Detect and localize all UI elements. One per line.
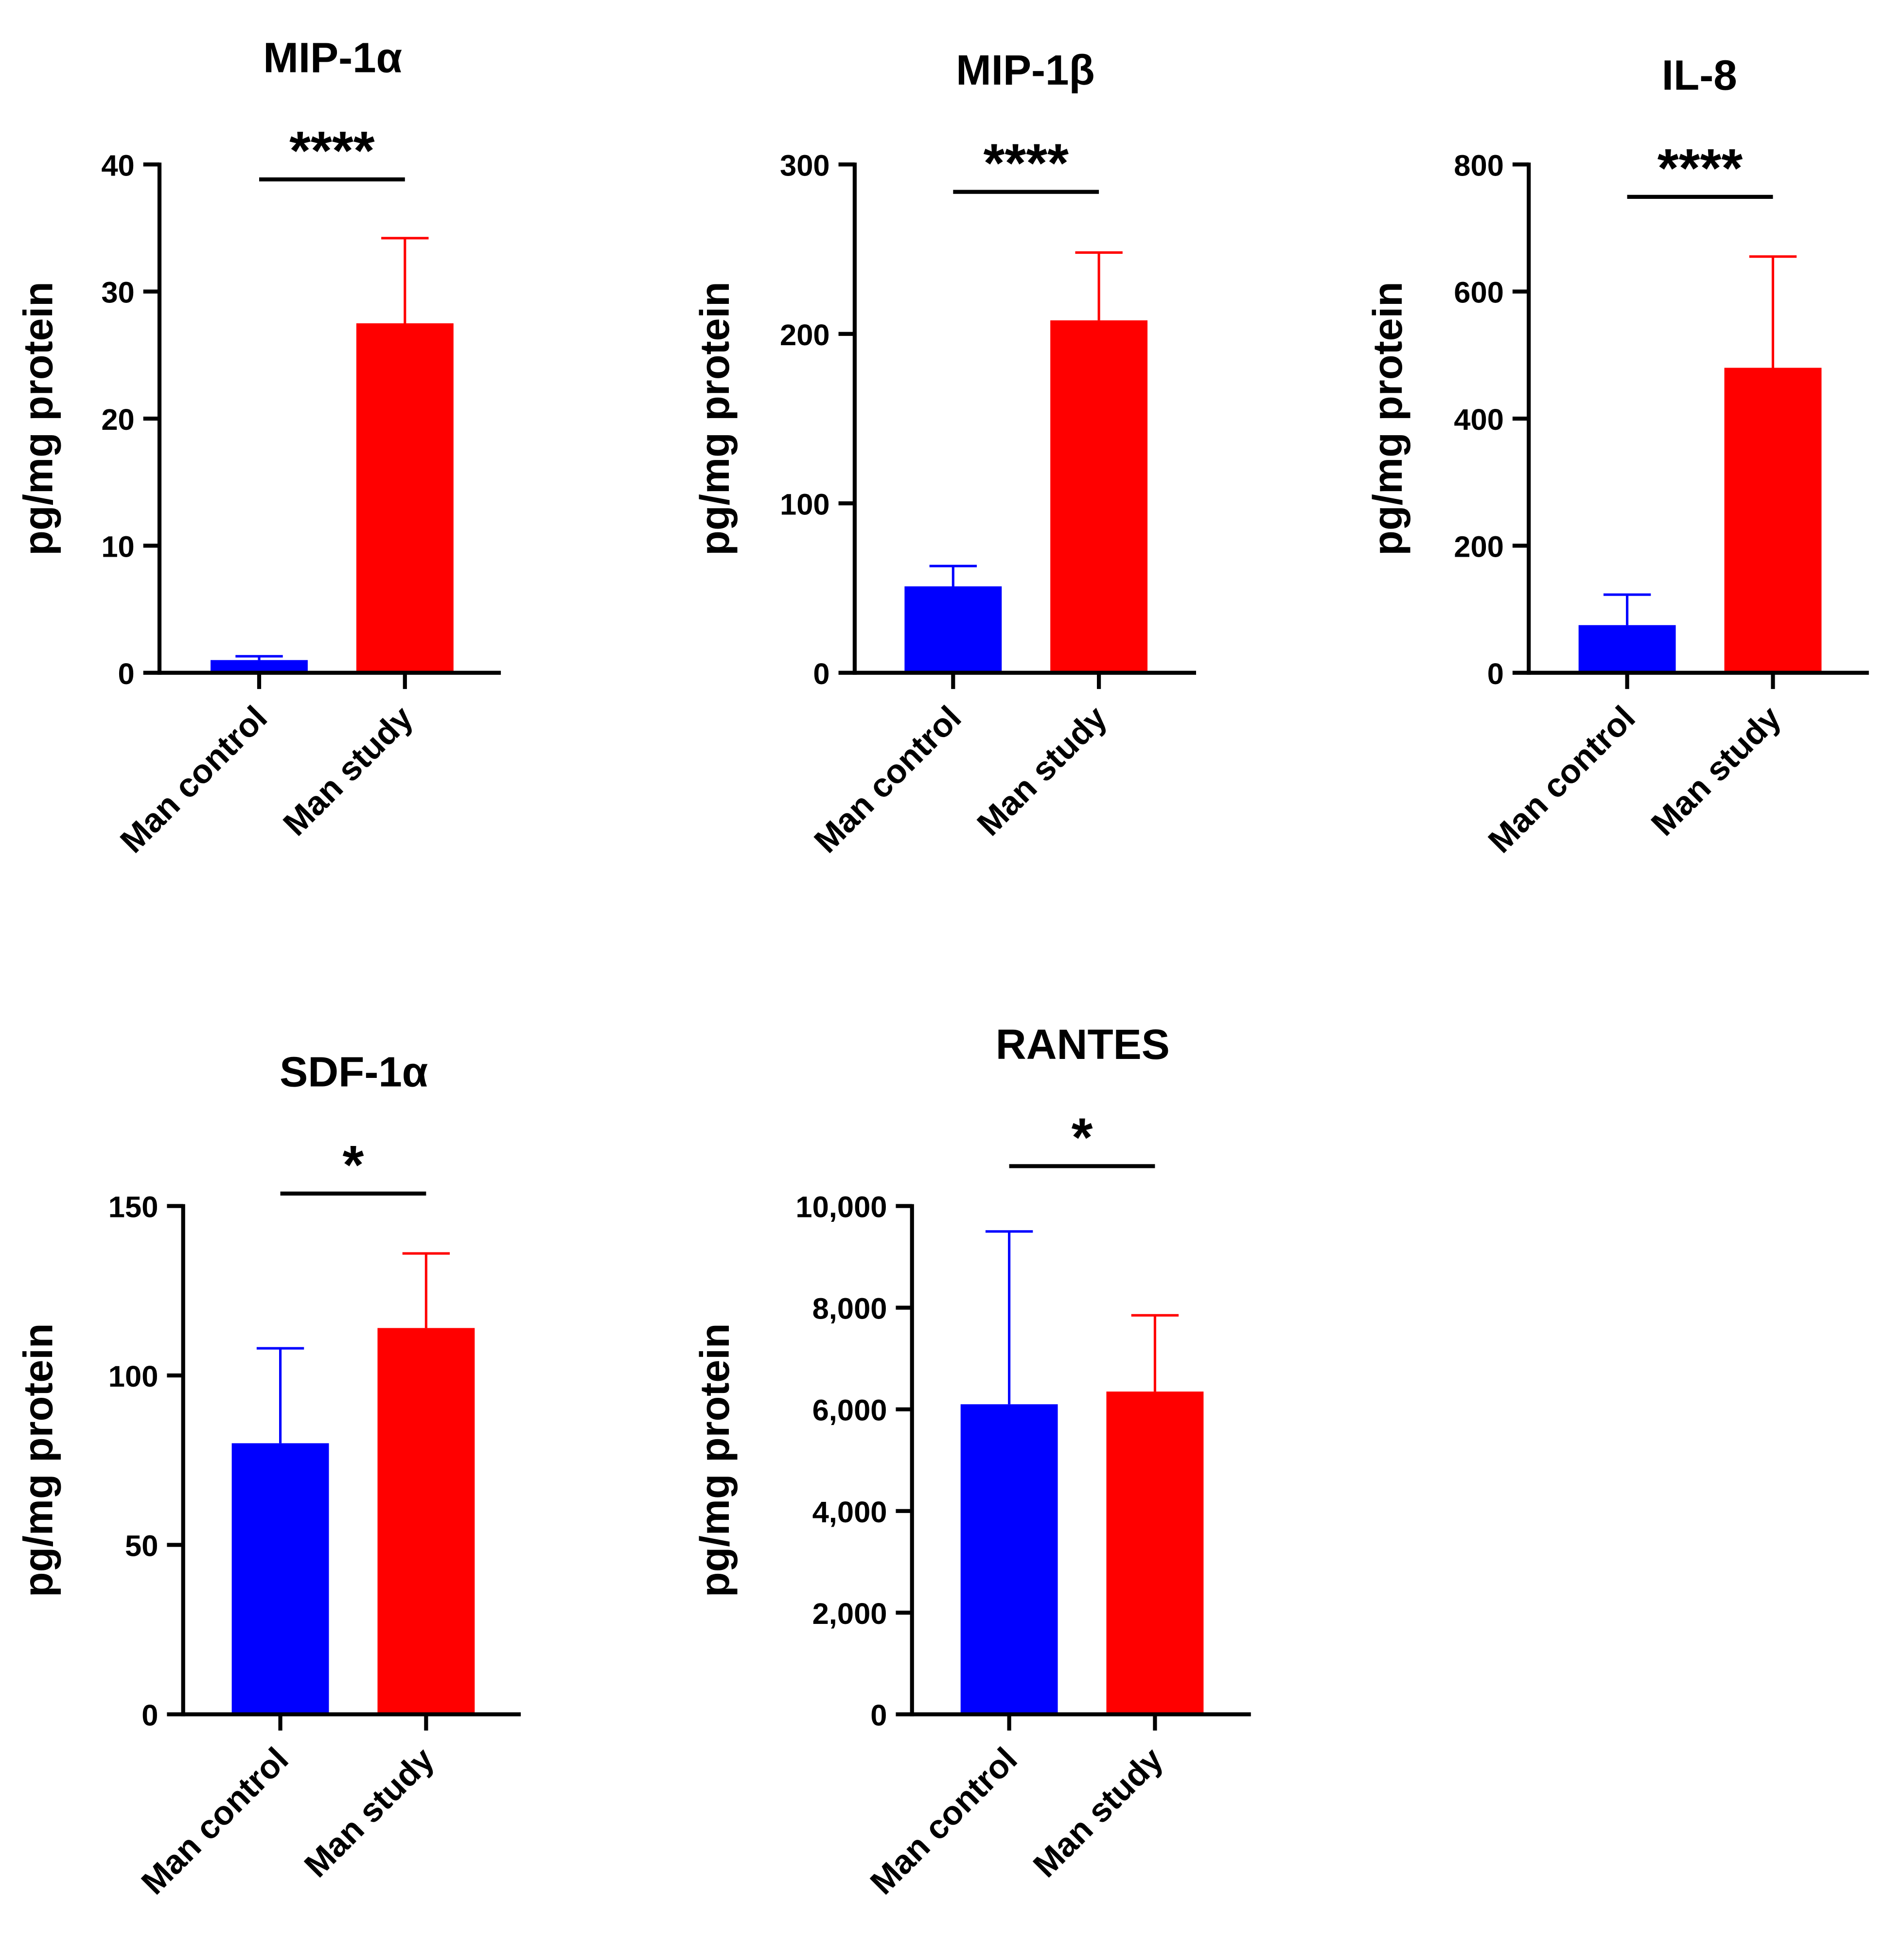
y-tick-label: 10,000 [795, 1191, 887, 1224]
y-tick-label: 100 [780, 488, 830, 521]
y-axis-label: pg/mg protein [15, 1323, 61, 1597]
bar-man-control [960, 1404, 1058, 1714]
y-tick-label: 0 [870, 1699, 887, 1732]
y-tick-label: 50 [125, 1530, 158, 1563]
chart-3: IL-8 pg/mg protein 0 200 400 600 800 Man contro… [1364, 52, 1869, 860]
chart-1: MIP-1α pg/mg protein 0 10 20 30 40 Man control M… [15, 35, 501, 860]
significance-stars: * [343, 1134, 364, 1195]
y-axis-label: pg/mg protein [1364, 282, 1410, 556]
x-tick-label: Man control [807, 699, 968, 860]
y-tick-label: 0 [1487, 657, 1504, 691]
bar-man-control [231, 1443, 329, 1714]
chart-title: RANTES [996, 1021, 1170, 1068]
x-tick-label: Man control [863, 1740, 1024, 1902]
bar-man-study [1724, 368, 1822, 673]
chart-2: MIP-1β pg/mg protein 0 100 200 300 Man control… [691, 47, 1196, 860]
y-tick-label: 20 [101, 403, 134, 437]
chart-5: RANTES pg/mg protein 0 2,000 4,000 6,000 8,000… [691, 1021, 1251, 1902]
bar-man-study [1106, 1391, 1204, 1714]
y-tick-label: 8,000 [812, 1292, 887, 1326]
x-tick-label: Man study [276, 698, 420, 843]
y-tick-label: 0 [141, 1699, 158, 1732]
y-tick-label: 30 [101, 276, 134, 310]
x-tick-label: Man control [1481, 699, 1642, 860]
chart-title: MIP-1β [956, 47, 1095, 94]
y-tick-label: 400 [1454, 403, 1504, 437]
significance-stars: **** [983, 132, 1069, 194]
x-tick-label: Man study [970, 698, 1114, 843]
chart-title: MIP-1α [263, 35, 402, 82]
y-tick-label: 200 [1454, 530, 1504, 564]
bar-man-study [1050, 320, 1148, 673]
y-tick-label: 300 [780, 149, 830, 182]
y-tick-label: 200 [780, 318, 830, 352]
y-tick-label: 2,000 [812, 1597, 887, 1631]
significance-stars: **** [289, 120, 375, 181]
x-tick-label: Man study [297, 1740, 441, 1884]
y-axis-label: pg/mg protein [691, 1323, 738, 1597]
y-axis-label: pg/mg protein [15, 282, 61, 556]
y-tick-label: 10 [101, 530, 134, 564]
chart-title: SDF-1α [280, 1049, 428, 1096]
x-tick-label: Man control [134, 1740, 295, 1902]
y-tick-label: 0 [813, 657, 829, 691]
chart-title: IL-8 [1662, 52, 1737, 99]
y-tick-label: 40 [101, 149, 134, 182]
x-tick-label: Man study [1026, 1740, 1170, 1884]
significance-stars: **** [1657, 137, 1743, 198]
y-axis-label: pg/mg protein [691, 282, 738, 556]
y-tick-label: 4,000 [812, 1496, 887, 1529]
bar-man-study [377, 1328, 475, 1714]
bar-man-control [211, 660, 308, 673]
bar-man-control [1578, 625, 1676, 673]
y-tick-label: 600 [1454, 276, 1504, 310]
y-tick-label: 6,000 [812, 1394, 887, 1427]
y-tick-label: 100 [108, 1360, 159, 1393]
y-tick-label: 800 [1454, 149, 1504, 182]
significance-stars: * [1072, 1107, 1093, 1168]
bar-man-study [356, 323, 454, 673]
y-tick-label: 0 [118, 657, 135, 691]
bar-man-control [904, 586, 1002, 673]
x-tick-label: Man study [1644, 698, 1788, 843]
x-tick-label: Man control [113, 699, 274, 860]
chart-4: SDF-1α pg/mg protein 0 50 100 150 Man control M… [15, 1049, 521, 1902]
y-tick-label: 150 [108, 1191, 159, 1224]
